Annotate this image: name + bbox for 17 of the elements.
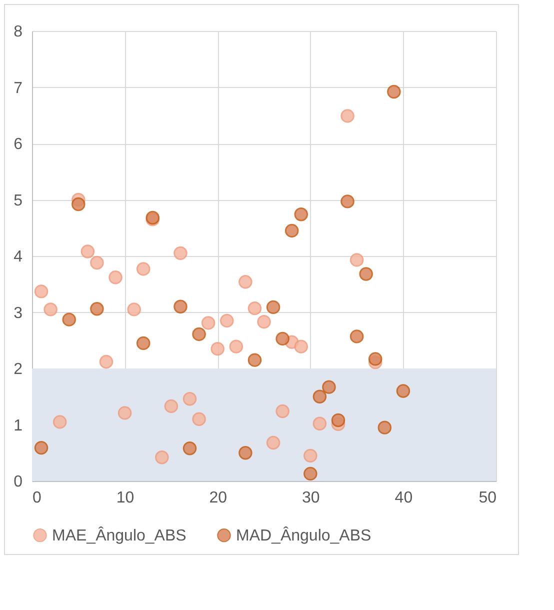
legend-label: MAE_Ângulo_ABS [52, 526, 186, 544]
y-tick-label: 7 [14, 80, 23, 97]
x-tick-label: 50 [478, 490, 497, 506]
y-tick-label: 4 [14, 248, 23, 266]
y-tick-label: 6 [14, 136, 23, 153]
y-tick-label: 8 [14, 24, 23, 40]
y-tick-label: 2 [14, 361, 23, 378]
y-tick-label: 0 [14, 474, 23, 490]
y-tick-label: 3 [14, 304, 23, 322]
x-tick-label: 20 [209, 490, 228, 506]
x-tick-label: 10 [116, 490, 134, 506]
x-tick-label: 40 [394, 490, 413, 506]
x-tick-label: 30 [302, 490, 320, 506]
x-tick-label: 0 [32, 490, 42, 506]
y-tick-label: 5 [14, 192, 23, 210]
y-tick-label: 1 [14, 417, 23, 434]
legend-label: MAD_Ângulo_ABS [236, 526, 372, 544]
